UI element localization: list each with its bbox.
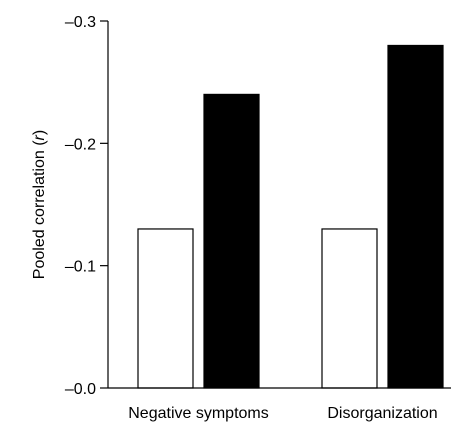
x-category-label: Disorganization: [327, 405, 437, 422]
bar: [203, 93, 260, 389]
y-tick-label: –0.0: [65, 381, 96, 398]
x-category-label: Negative symptoms: [128, 405, 269, 422]
y-tick-label: –0.2: [65, 136, 96, 153]
bar: [321, 228, 378, 389]
y-axis-title-suffix: ): [31, 130, 48, 135]
x-category-labels: Negative symptoms Disorganization: [128, 405, 437, 422]
y-axis-title: Pooled correlation (r): [31, 130, 48, 279]
y-ticks: –0.0 –0.1 –0.2 –0.3: [65, 14, 108, 398]
y-axis-title-variable: r: [31, 134, 48, 140]
y-axis-title-prefix: Pooled correlation (: [31, 140, 48, 279]
bar: [137, 228, 194, 389]
bars-layer: [137, 44, 444, 389]
y-tick-label: –0.1: [65, 259, 96, 276]
y-tick-label: –0.3: [65, 14, 96, 31]
axes-layer: [107, 21, 451, 389]
bar: [387, 44, 444, 389]
